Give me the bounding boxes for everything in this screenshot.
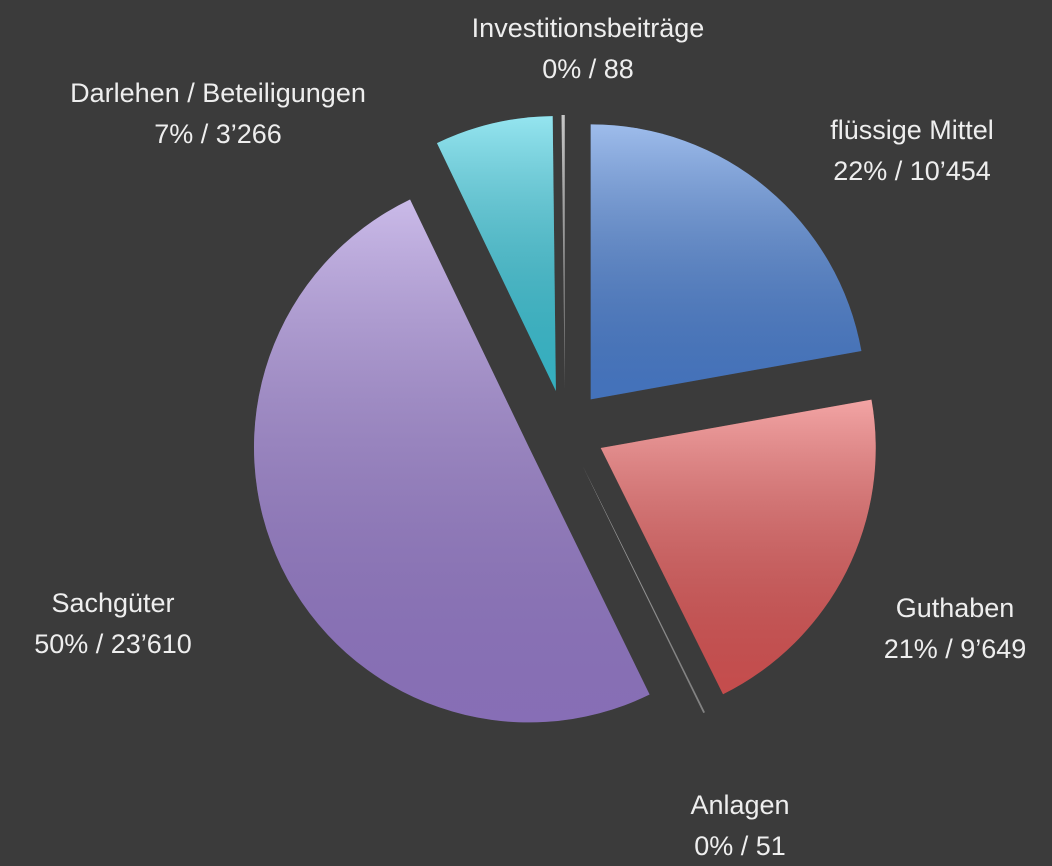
slice-value-label: 22% / 10’454 [833, 156, 991, 186]
slice-label: flüssige Mittel [830, 115, 994, 145]
slice-shine [582, 465, 705, 714]
slice-value-label: 21% / 9’649 [884, 634, 1027, 664]
slice-value-label: 0% / 51 [694, 831, 786, 861]
slice-value-label: 50% / 23’610 [34, 629, 192, 659]
slice-shine [436, 116, 556, 392]
slice-shine [600, 399, 876, 695]
slice-label: Guthaben [896, 593, 1015, 623]
slice-label: Darlehen / Beteiligungen [70, 78, 366, 108]
slice-shine [561, 115, 565, 391]
pie [253, 115, 876, 723]
slice-label: Sachgüter [51, 588, 174, 618]
slice-label: Investitionsbeiträge [472, 13, 705, 43]
slice-shine [590, 124, 862, 400]
slice-value-label: 0% / 88 [542, 54, 634, 84]
slice-label: Anlagen [690, 790, 789, 820]
slice-shine [253, 199, 650, 723]
slice-value-label: 7% / 3’266 [154, 119, 282, 149]
